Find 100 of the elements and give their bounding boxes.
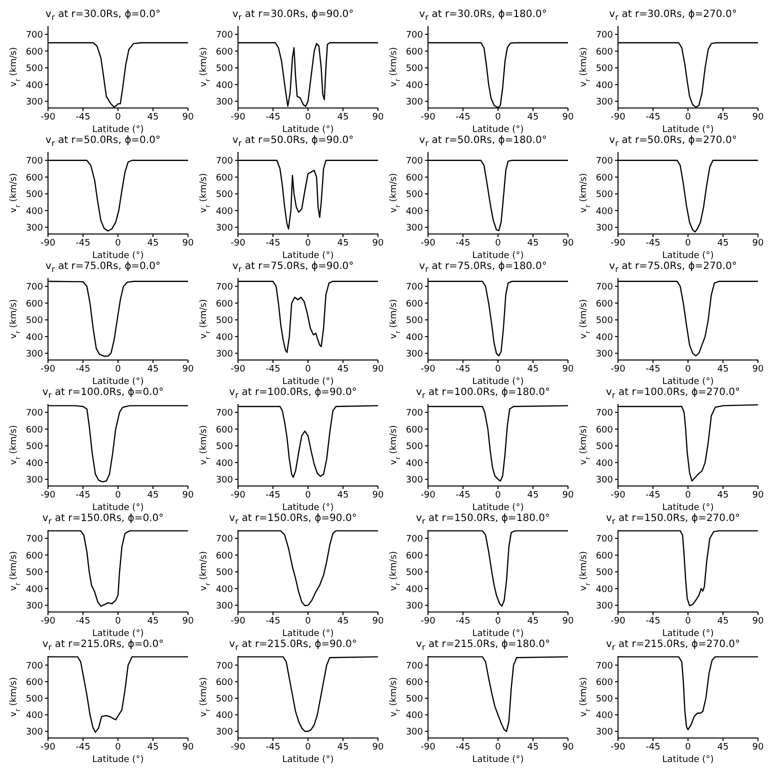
y-tick-label: 400 xyxy=(26,206,44,217)
y-tick-label: 600 xyxy=(406,551,424,562)
y-tick-label: 300 xyxy=(406,728,424,738)
y-tick-label: 700 xyxy=(406,282,424,293)
y-tick-label: 500 xyxy=(406,442,424,452)
y-tick-label: 400 xyxy=(596,584,614,595)
y-tick-label: 500 xyxy=(216,190,234,200)
x-tick-label: 45 xyxy=(717,238,729,248)
y-tick-label: 700 xyxy=(406,30,424,41)
y-tick-label: 700 xyxy=(26,534,44,545)
x-tick-label: -90 xyxy=(610,238,626,248)
y-tick-label: 600 xyxy=(26,173,44,184)
x-tick-label: -90 xyxy=(230,112,246,122)
y-tick-label: 700 xyxy=(26,30,44,41)
x-tick-label: 0 xyxy=(115,616,122,626)
line-series xyxy=(48,280,188,357)
y-tick-label: 700 xyxy=(596,661,614,672)
x-tick-label: 45 xyxy=(337,616,349,626)
y-tick-label: 700 xyxy=(216,156,234,167)
x-axis-title: Latitude (°) xyxy=(662,629,714,639)
y-tick-label: 300 xyxy=(216,350,234,360)
y-tick-label: 300 xyxy=(216,98,234,108)
y-tick-label: 600 xyxy=(26,551,44,562)
y-tick-label: 500 xyxy=(406,316,424,326)
x-tick-label: -90 xyxy=(420,742,436,752)
x-tick-label: 45 xyxy=(527,742,539,752)
x-tick-label: 0 xyxy=(115,238,122,248)
x-tick-label: 90 xyxy=(372,112,384,122)
x-tick-label: 45 xyxy=(337,490,349,500)
chart-title: v$_{r}$ at r=150.0Rs, ϕ=270.0° xyxy=(604,512,741,526)
x-tick-label: 45 xyxy=(717,364,729,374)
y-tick-label: 600 xyxy=(26,47,44,58)
x-tick-label: 0 xyxy=(685,490,692,500)
chart-title: v$_{r}$ at r=100.0Rs, ϕ=0.0° xyxy=(41,386,165,400)
x-tick-label: -45 xyxy=(266,238,280,248)
y-tick-label: 500 xyxy=(216,442,234,452)
x-tick-label: -90 xyxy=(230,238,246,248)
x-tick-label: -45 xyxy=(646,616,660,626)
y-tick-label: 300 xyxy=(26,602,44,612)
x-tick-label: -90 xyxy=(420,490,436,500)
y-tick-label: 500 xyxy=(596,316,614,326)
y-tick-label: 400 xyxy=(406,332,424,343)
y-tick-label: 400 xyxy=(216,332,234,343)
x-tick-label: 45 xyxy=(147,112,159,122)
y-tick-label: 600 xyxy=(406,47,424,58)
x-axis-title: Latitude (°) xyxy=(472,251,524,261)
x-tick-label: 90 xyxy=(752,364,764,374)
chart-title: v$_{r}$ at r=150.0Rs, ϕ=180.0° xyxy=(414,512,551,526)
y-tick-label: 400 xyxy=(406,584,424,595)
x-tick-label: 0 xyxy=(115,490,122,500)
y-tick-label: 300 xyxy=(406,224,424,234)
x-tick-label: -90 xyxy=(420,112,436,122)
y-tick-label: 500 xyxy=(596,190,614,200)
x-tick-label: 0 xyxy=(685,112,692,122)
x-tick-label: -90 xyxy=(230,364,246,374)
x-axis-title: Latitude (°) xyxy=(92,755,144,765)
x-tick-label: -45 xyxy=(456,616,470,626)
x-axis-title: Latitude (°) xyxy=(282,251,334,261)
x-tick-label: 90 xyxy=(562,490,574,500)
y-tick-label: 400 xyxy=(26,458,44,469)
chart-title: v$_{r}$ at r=50.0Rs, ϕ=0.0° xyxy=(44,134,162,148)
y-tick-label: 700 xyxy=(596,30,614,41)
x-tick-label: 0 xyxy=(115,742,122,752)
chart-title: v$_{r}$ at r=50.0Rs, ϕ=90.0° xyxy=(231,134,355,148)
y-tick-label: 400 xyxy=(26,332,44,343)
x-tick-label: 45 xyxy=(337,364,349,374)
y-tick-label: 300 xyxy=(216,602,234,612)
x-axis-title: Latitude (°) xyxy=(92,503,144,513)
x-tick-label: 0 xyxy=(685,742,692,752)
y-tick-label: 500 xyxy=(216,694,234,704)
y-tick-label: 500 xyxy=(596,568,614,578)
x-tick-label: -90 xyxy=(40,490,56,500)
x-axis-title: Latitude (°) xyxy=(662,251,714,261)
x-tick-label: 90 xyxy=(752,616,764,626)
y-tick-label: 500 xyxy=(596,442,614,452)
x-tick-label: -45 xyxy=(456,742,470,752)
x-tick-label: -90 xyxy=(420,238,436,248)
y-tick-label: 400 xyxy=(26,80,44,91)
x-tick-label: -90 xyxy=(610,490,626,500)
x-tick-label: 90 xyxy=(182,616,194,626)
x-tick-label: -45 xyxy=(646,238,660,248)
y-tick-label: 300 xyxy=(406,602,424,612)
chart-title: v$_{r}$ at r=75.0Rs, ϕ=270.0° xyxy=(608,260,738,274)
x-tick-label: 45 xyxy=(527,238,539,248)
y-tick-label: 600 xyxy=(406,678,424,688)
x-axis-title: Latitude (°) xyxy=(472,503,524,513)
y-tick-label: 300 xyxy=(26,98,44,108)
line-series xyxy=(428,280,568,356)
chart-title: v$_{r}$ at r=50.0Rs, ϕ=180.0° xyxy=(418,134,548,148)
x-axis-title: Latitude (°) xyxy=(282,755,334,765)
y-tick-label: 400 xyxy=(406,458,424,469)
y-tick-label: 500 xyxy=(26,316,44,326)
x-tick-label: 0 xyxy=(495,490,502,500)
y-tick-label: 700 xyxy=(406,156,424,167)
x-tick-label: 90 xyxy=(752,238,764,248)
x-axis-title: Latitude (°) xyxy=(662,125,714,135)
x-tick-label: 45 xyxy=(337,112,349,122)
x-tick-label: 90 xyxy=(752,742,764,752)
x-axis-title: Latitude (°) xyxy=(92,251,144,261)
x-tick-label: 90 xyxy=(562,364,574,374)
